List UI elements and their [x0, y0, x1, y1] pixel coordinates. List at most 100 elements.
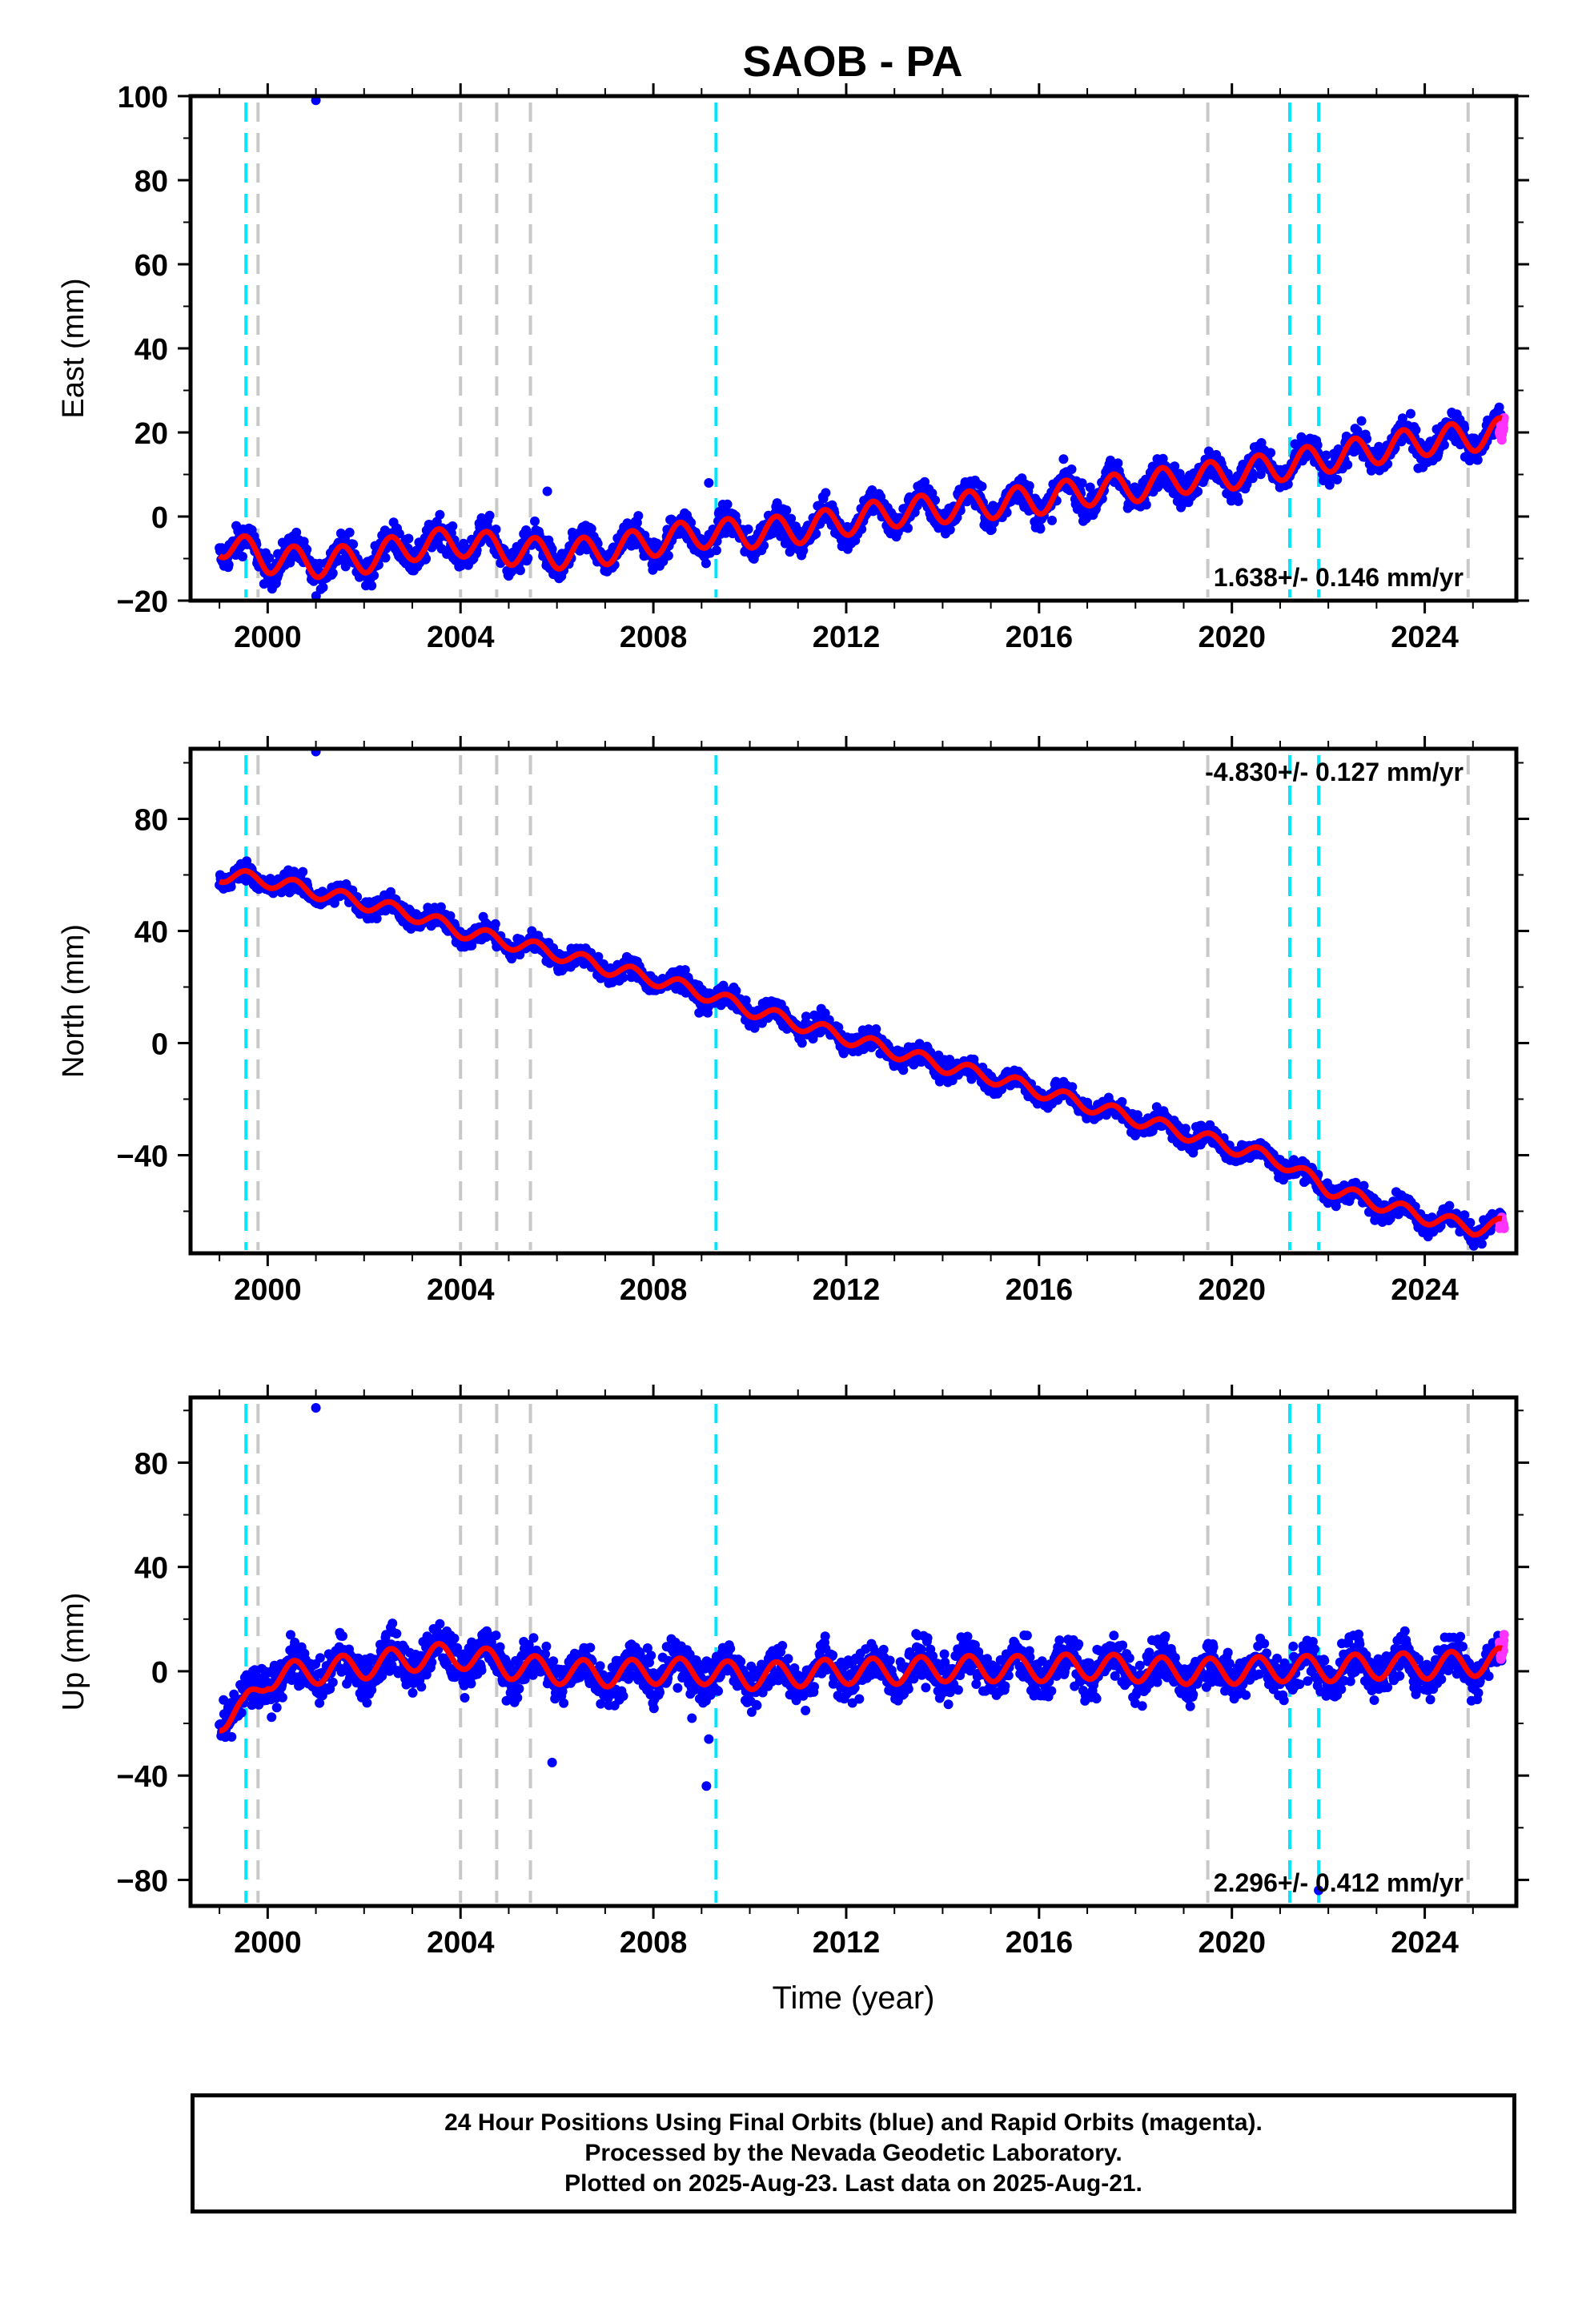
data-point — [722, 499, 733, 509]
final-orbit-points — [215, 95, 1507, 601]
data-point — [380, 553, 391, 563]
data-point — [701, 558, 711, 569]
x-tick-label: 2020 — [1198, 1273, 1266, 1307]
x-tick-label: 2004 — [427, 1273, 495, 1307]
x-tick-label: 2024 — [1391, 1273, 1459, 1307]
data-point — [367, 581, 377, 591]
y-tick-label: −20 — [117, 585, 168, 619]
y-tick-label: 0 — [151, 501, 168, 535]
x-tick-label: 2012 — [813, 621, 881, 654]
data-point — [315, 1653, 325, 1663]
y-tick-label: 80 — [135, 165, 168, 199]
data-point — [1266, 448, 1276, 458]
data-point — [1047, 515, 1057, 525]
data-point — [821, 488, 831, 498]
outlier-point — [542, 486, 552, 497]
y-tick-label: 20 — [135, 417, 168, 451]
y-tick-label: −40 — [117, 1140, 168, 1174]
rate-label: 1.638+/- 0.146 mm/yr — [1214, 563, 1464, 592]
data-point — [264, 553, 275, 563]
data-point — [515, 565, 525, 576]
chart-title: SAOB - PA — [742, 38, 962, 86]
data-point — [277, 1692, 287, 1703]
data-point — [327, 568, 338, 578]
x-tick-label: 2016 — [1006, 621, 1074, 654]
data-point — [223, 560, 234, 570]
final-orbit-points — [215, 1403, 1507, 1896]
data-point — [394, 529, 404, 539]
data-point — [1468, 1240, 1479, 1251]
data-point — [338, 1631, 347, 1641]
y-axis-label: North (mm) — [57, 924, 90, 1078]
y-tick-label: 0 — [151, 1028, 168, 1062]
rapid-point — [1499, 1223, 1509, 1233]
data-point — [271, 1703, 282, 1713]
data-point — [1476, 1239, 1487, 1249]
y-tick-label: 80 — [135, 804, 168, 838]
outlier-point — [704, 478, 714, 488]
data-point — [1332, 474, 1343, 485]
data-point — [298, 866, 308, 877]
data-point — [227, 1731, 237, 1742]
data-point — [484, 510, 495, 521]
x-tick-label: 2008 — [620, 621, 688, 654]
data-point — [903, 523, 913, 533]
y-axis-label: East (mm) — [57, 278, 90, 418]
y-tick-label: 60 — [135, 249, 168, 283]
y-tick-label: 40 — [135, 333, 168, 367]
data-point — [1180, 1124, 1191, 1134]
data-point — [291, 527, 302, 537]
x-tick-label: 2024 — [1391, 621, 1459, 654]
data-point — [1233, 496, 1243, 506]
data-point — [781, 505, 792, 516]
data-point — [490, 919, 500, 929]
x-tick-label: 2012 — [813, 1273, 881, 1307]
data-point — [369, 570, 379, 581]
data-point — [404, 533, 414, 544]
data-point — [327, 1677, 338, 1687]
data-point — [348, 539, 359, 549]
x-tick-label: 2000 — [234, 1273, 302, 1307]
data-point — [743, 524, 753, 534]
data-point — [491, 525, 501, 534]
panel-2: −40 0 40 80 2000 2004 2008 2012 2016 2020 2024 Nort… — [57, 736, 1529, 1307]
data-point — [633, 511, 644, 521]
data-point — [1406, 408, 1415, 419]
data-point — [1356, 416, 1367, 426]
data-point — [663, 550, 673, 561]
data-point — [1066, 464, 1077, 474]
data-point — [1343, 460, 1353, 470]
x-tick-label: 2020 — [1198, 621, 1266, 654]
x-tick-label: 2008 — [620, 1273, 688, 1307]
data-point — [977, 481, 987, 492]
data-point — [267, 1712, 277, 1723]
data-point — [530, 516, 540, 526]
panels: −20 0 20 40 60 80 100 2000 2004 2008 2012 2016 2020 2… — [57, 81, 1529, 2016]
plot-area — [215, 95, 1509, 601]
data-point — [1058, 454, 1069, 464]
data-point — [238, 552, 247, 561]
data-point — [435, 509, 445, 520]
x-tick-label: 2000 — [234, 621, 302, 654]
y-tick-label: 40 — [135, 916, 168, 950]
data-point — [448, 521, 458, 531]
plot-area — [215, 746, 1509, 1251]
data-point — [523, 553, 533, 564]
data-point — [711, 545, 721, 556]
data-point — [311, 591, 321, 601]
data-point — [362, 1698, 372, 1708]
plot-area — [215, 1403, 1509, 1903]
data-point — [801, 1011, 811, 1022]
rate-label: -4.830+/- 0.127 mm/yr — [1205, 758, 1464, 786]
data-point — [302, 545, 312, 555]
data-point — [1024, 480, 1034, 491]
data-point — [318, 582, 328, 593]
data-point — [1035, 524, 1046, 534]
x-tick-label: 2016 — [1006, 1273, 1074, 1307]
y-tick-label: 100 — [118, 81, 168, 115]
data-point — [344, 527, 355, 537]
data-point — [1444, 1200, 1455, 1211]
